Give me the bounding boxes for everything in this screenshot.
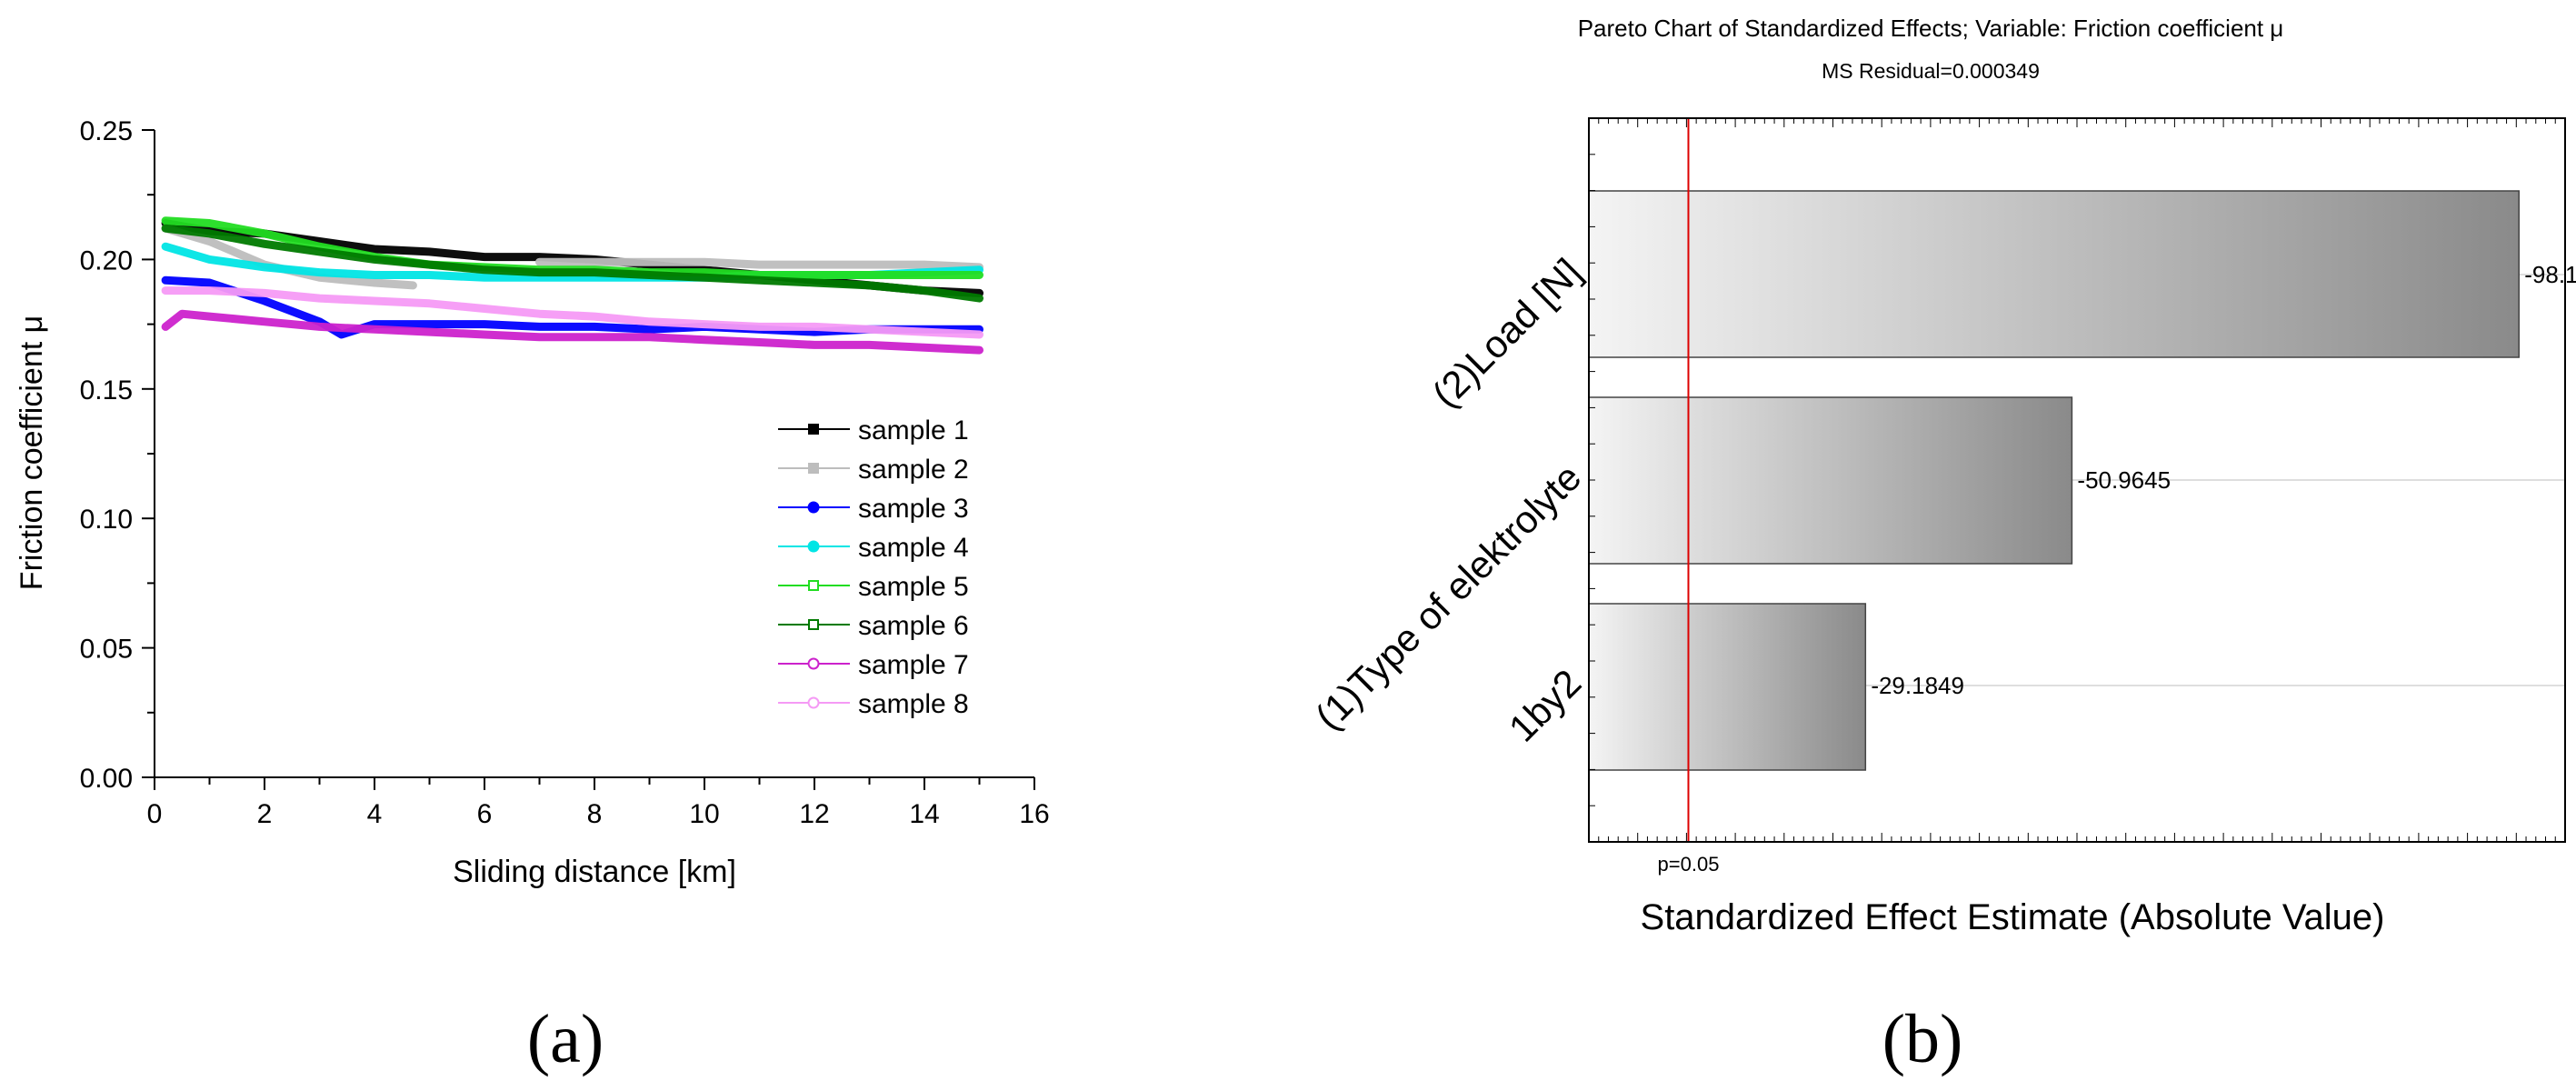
y-tick-label: 0.10 <box>80 505 133 535</box>
x-tick-label: 10 <box>689 799 719 829</box>
legend-label: sample 3 <box>858 494 969 524</box>
x-tick-label: 12 <box>799 799 829 829</box>
legend-marker <box>807 696 820 709</box>
legend-label: sample 2 <box>858 455 969 485</box>
legend-label: sample 4 <box>858 533 969 563</box>
friction-line-chart: 0 2 4 6 8 10 12 14 16 0.00 0.05 0.10 0.15 0.20 0.25 S… <box>15 116 1050 1077</box>
reference-line-label: p=0.05 <box>1658 853 1720 876</box>
plot-frame <box>1588 117 2566 843</box>
x-axis-label: Sliding distance [km] <box>453 855 736 889</box>
chart-subtitle: MS Residual=0.000349 <box>1822 59 2040 83</box>
legend-item-8: sample 8 <box>778 689 969 719</box>
x-tick-label: 0 <box>147 799 163 829</box>
panel-label-b: (b) <box>1882 1001 1963 1077</box>
legend: sample 1 sample 2 sample 3 sample 4 sample 5… <box>778 415 969 719</box>
y-tick-label: 0.15 <box>80 375 133 405</box>
pareto-chart: Pareto Chart of Standardized Effects; Va… <box>1307 15 2576 1077</box>
legend-marker <box>807 657 820 670</box>
x-tick-label: 16 <box>1019 799 1049 829</box>
legend-marker <box>808 619 819 630</box>
bar-1 <box>1588 190 2520 358</box>
panel-label-a: (a) <box>527 1001 604 1077</box>
legend-item-6: sample 6 <box>778 611 969 641</box>
bar-2 <box>1588 396 2073 565</box>
legend-item-3: sample 3 <box>778 494 969 524</box>
legend-label: sample 1 <box>858 415 969 445</box>
category-label: (2)Load [N] <box>1424 250 1590 415</box>
y-tick-labels: 0.00 0.05 0.10 0.15 0.20 0.25 <box>80 116 133 794</box>
bar-value-label: -98.132 <box>2524 261 2576 288</box>
x-tick-labels: 0 2 4 6 8 10 12 14 16 <box>147 799 1050 829</box>
legend-marker <box>808 580 819 591</box>
series-line-3 <box>535 257 983 272</box>
legend-item-5: sample 5 <box>778 572 969 602</box>
x-axis-label: Standardized Effect Estimate (Absolute V… <box>1641 897 2385 937</box>
category-label: 1by2 <box>1501 661 1590 750</box>
legend-item-4: sample 4 <box>778 533 969 563</box>
x-tick-label: 14 <box>909 799 939 829</box>
legend-label: sample 5 <box>858 572 969 602</box>
x-tick-label: 6 <box>477 799 493 829</box>
y-tick-label: 0.20 <box>80 245 133 275</box>
legend-label: sample 6 <box>858 611 969 641</box>
legend-item-1: sample 1 <box>778 415 969 445</box>
legend-marker <box>808 463 819 474</box>
legend-label: sample 7 <box>858 650 969 680</box>
x-tick-label: 4 <box>367 799 383 829</box>
legend-label: sample 8 <box>858 689 969 719</box>
bar-value-label: -29.1849 <box>1871 672 1964 699</box>
y-tick-label: 0.00 <box>80 764 133 794</box>
bars: -98.132 -50.9645 -29.1849 <box>1588 190 2576 771</box>
axes <box>142 129 1035 790</box>
x-tick-label: 2 <box>257 799 273 829</box>
legend-item-7: sample 7 <box>778 650 969 680</box>
legend-marker <box>808 424 819 435</box>
bar-3 <box>1588 603 1867 771</box>
series-line-7 <box>161 224 983 303</box>
x-tick-label: 8 <box>587 799 603 829</box>
y-axis-label: Friction coefficient μ <box>15 315 49 590</box>
bar-value-label: -50.9645 <box>2077 466 2171 494</box>
series-group <box>161 216 983 355</box>
y-tick-label: 0.25 <box>80 116 133 146</box>
legend-marker <box>807 540 820 553</box>
series-line-9 <box>161 286 983 339</box>
y-tick-label: 0.05 <box>80 635 133 665</box>
chart-title: Pareto Chart of Standardized Effects; Va… <box>1578 15 2284 42</box>
legend-marker <box>807 501 820 514</box>
series-line-8 <box>161 309 983 355</box>
legend-item-2: sample 2 <box>778 455 969 485</box>
